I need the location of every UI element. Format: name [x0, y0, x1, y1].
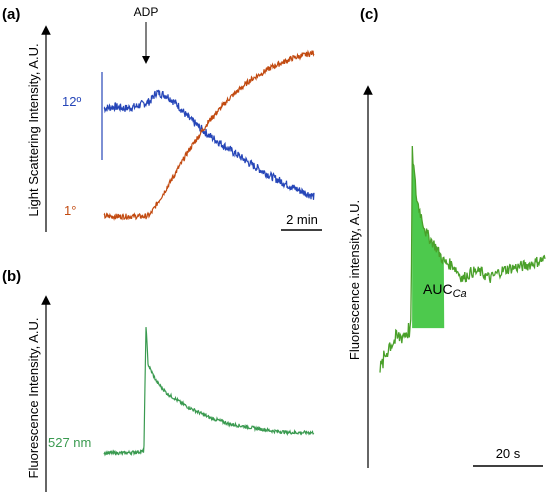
panel-b-plot: [103, 327, 315, 457]
panel-label-b: (b): [2, 268, 21, 285]
panel-b-ylabel: Fluorescence Intensity, A.U.: [26, 318, 41, 479]
series-line-calcium: [379, 145, 546, 373]
series-line-1: [103, 49, 315, 221]
series-line-12: [103, 89, 315, 200]
panel-a-plot: [103, 49, 315, 221]
panel-c-plot: [379, 145, 546, 373]
panel-a-scale-text: 2 min: [286, 212, 318, 227]
auc-label-main: AUC: [423, 281, 453, 297]
adp-annotation: ADP: [134, 5, 159, 19]
series-line-527: [103, 327, 315, 457]
panel-label-a: (a): [2, 6, 20, 23]
series-label-1: 1°: [64, 203, 76, 218]
panel-label-c: (c): [360, 6, 378, 23]
auc-label-sub: Ca: [453, 288, 467, 300]
auc-area: [412, 146, 445, 329]
panel-c-ylabel: Fluorescence intensity, A.U.: [347, 200, 362, 360]
panel-a-ylabel: Light Scattering Intensity, A.U.: [26, 43, 41, 216]
series-label-12: 12º: [62, 94, 81, 109]
series-label-527: 527 nm: [48, 435, 91, 450]
panel-c-scale-text: 20 s: [496, 446, 521, 461]
auc-label: AUCCa: [423, 281, 467, 300]
